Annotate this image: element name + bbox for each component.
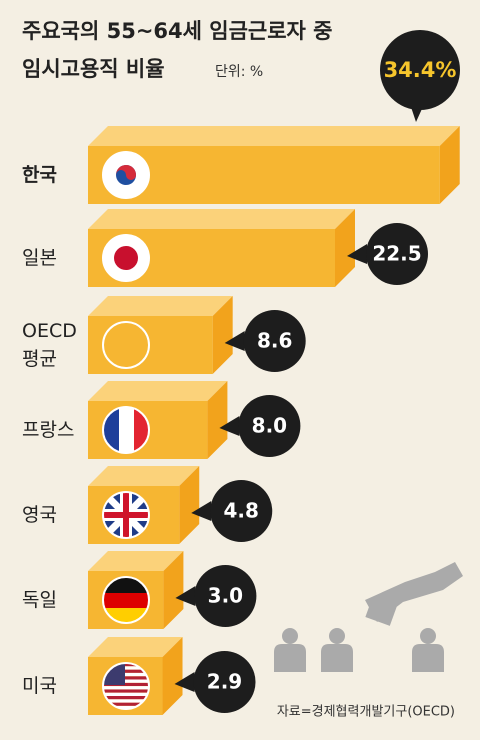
category-label: 프랑스 — [22, 419, 74, 441]
flag-body — [103, 235, 149, 281]
bar-top — [88, 209, 355, 229]
label-pointer — [174, 672, 195, 692]
bar-top — [88, 381, 228, 401]
category-label: 영국 — [22, 504, 57, 526]
value-label: 8.0 — [252, 414, 287, 438]
flag-part — [103, 672, 149, 677]
label-pointer — [175, 586, 196, 606]
value-label: 3.0 — [208, 584, 243, 608]
label-bubble — [243, 310, 306, 372]
flag-border — [102, 576, 150, 624]
bar-side — [335, 209, 355, 287]
flag-part — [103, 699, 149, 703]
bar-top — [88, 551, 184, 571]
bar-side — [163, 551, 184, 629]
bar-top — [88, 637, 183, 657]
flag-part — [103, 689, 149, 693]
value-label: 2.9 — [207, 670, 242, 694]
flag-body — [103, 492, 149, 538]
bar-top — [88, 296, 233, 316]
flag-part — [103, 705, 149, 709]
flag-part — [103, 696, 149, 700]
label-pointer — [224, 331, 245, 351]
bar-side — [212, 296, 233, 374]
value-label: 34.4% — [384, 58, 457, 82]
flag-part — [116, 165, 136, 180]
flag-part — [103, 692, 149, 696]
flag-border — [102, 406, 150, 454]
bar-side — [207, 381, 228, 459]
bar — [88, 316, 213, 374]
flag-part — [114, 246, 138, 270]
flag-icon — [102, 491, 150, 539]
label-pointer — [191, 501, 212, 521]
flag-icon — [102, 234, 150, 282]
flag-body — [103, 663, 149, 709]
label-pointer — [347, 244, 367, 264]
source-note: 자료=경제협력개발기구(OECD) — [277, 705, 455, 720]
bar-top — [88, 126, 460, 146]
value-label: 8.6 — [257, 329, 292, 353]
flag-part — [103, 512, 149, 518]
flag-part — [103, 663, 149, 667]
bar-top — [88, 466, 200, 486]
flag-part — [103, 593, 149, 608]
category-label: OECD 평균 — [22, 320, 77, 370]
flag-border — [102, 234, 150, 282]
bar-group — [88, 296, 233, 374]
label-pointer — [219, 416, 240, 436]
label-bubble — [380, 30, 460, 110]
flag-part — [103, 669, 149, 673]
flag-border — [102, 321, 150, 369]
value-label: 4.8 — [224, 499, 259, 523]
flag-part — [103, 676, 149, 680]
flag-part — [103, 702, 149, 706]
flag-icon — [102, 406, 150, 454]
category-label: 미국 — [22, 675, 57, 697]
category-label: 일본 — [22, 247, 57, 269]
label-bubble — [238, 395, 301, 457]
value-label: 22.5 — [372, 242, 421, 266]
chart-title: 주요국의 55~64세 임금근로자 중 임시고용직 비율 — [22, 19, 333, 81]
bar-side — [179, 466, 200, 544]
flag-icon — [102, 321, 150, 369]
flag-part — [103, 666, 149, 670]
category-label: 독일 — [22, 589, 57, 611]
label-bubble — [194, 565, 257, 627]
flag-icon — [102, 151, 150, 199]
label-bubble — [193, 651, 256, 713]
flag-border — [102, 662, 150, 710]
label-bubble — [210, 480, 273, 542]
flag-icon — [102, 576, 150, 624]
flag-part — [103, 679, 149, 683]
flag-icon — [102, 662, 150, 710]
bar-side — [162, 637, 183, 715]
decor-icons — [274, 562, 463, 672]
flag-border — [102, 491, 150, 539]
flag-part — [103, 686, 149, 690]
unit-label: 단위: % — [215, 64, 263, 80]
bar-group — [88, 126, 460, 204]
category-label: 한국 — [22, 164, 57, 186]
flag-part — [103, 682, 149, 687]
label-bubble — [366, 223, 428, 285]
flag-part — [119, 407, 134, 453]
bar-side — [439, 126, 460, 204]
flag-border — [102, 151, 150, 199]
flag-body — [103, 152, 149, 198]
